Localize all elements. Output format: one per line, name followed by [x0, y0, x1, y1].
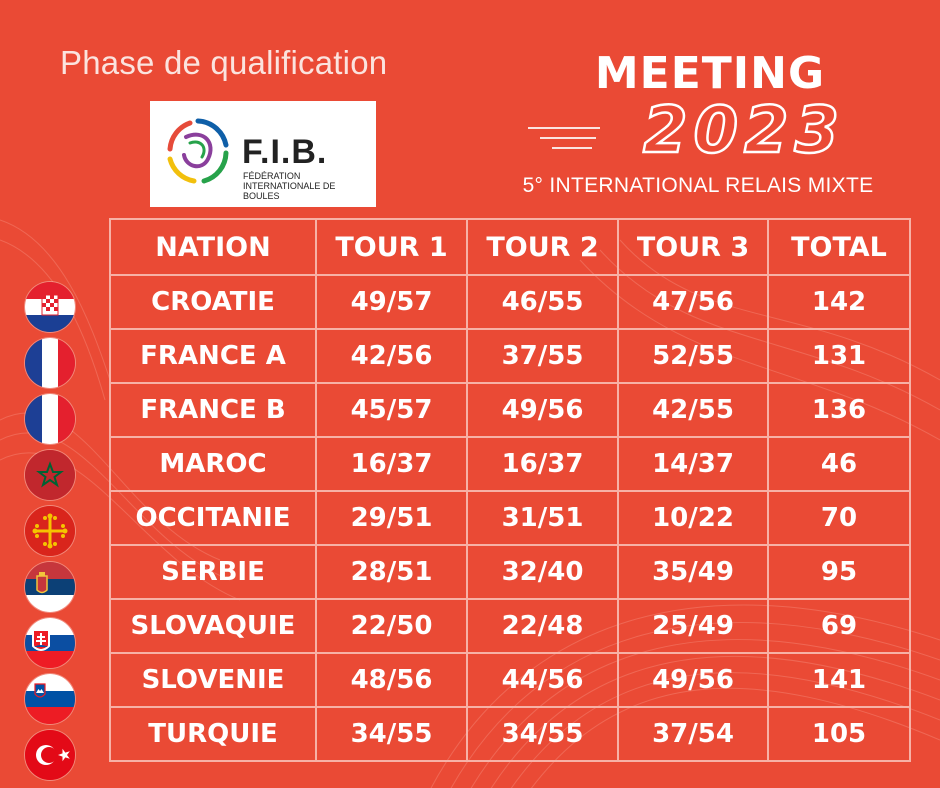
tour2-cell: 46/55	[466, 274, 619, 330]
tour1-cell: 48/56	[315, 652, 468, 708]
table-row: FRANCE B 45/57 49/56 42/55 136	[109, 382, 911, 438]
tour2-cell: 44/56	[466, 652, 619, 708]
tour2-cell: 37/55	[466, 328, 619, 384]
tour2-cell: 32/40	[466, 544, 619, 600]
nation-cell: SLOVAQUIE	[109, 598, 317, 654]
serbia-flag-icon	[25, 562, 75, 612]
nation-cell: FRANCE A	[109, 328, 317, 384]
table-row: SLOVENIE 48/56 44/56 49/56 141	[109, 652, 911, 708]
nation-cell: MAROC	[109, 436, 317, 492]
tour1-cell: 29/51	[315, 490, 468, 546]
tour3-cell: 52/55	[617, 328, 769, 384]
tour2-cell: 16/37	[466, 436, 619, 492]
tour1-cell: 16/37	[315, 436, 468, 492]
tour3-cell: 35/49	[617, 544, 769, 600]
slovenia-flag-icon	[25, 674, 75, 724]
total-cell: 105	[767, 706, 911, 762]
tour3-cell: 47/56	[617, 274, 769, 330]
turkey-flag-icon	[25, 730, 75, 780]
event-subtitle: 5° INTERNATIONAL RELAIS MIXTE	[522, 174, 874, 197]
tour3-cell: 14/37	[617, 436, 769, 492]
slovakia-flag-icon	[25, 618, 75, 668]
table-row: TURQUIE 34/55 34/55 37/54 105	[109, 706, 911, 762]
nation-cell: FRANCE B	[109, 382, 317, 438]
nation-cell: OCCITANIE	[109, 490, 317, 546]
tour2-cell: 31/51	[466, 490, 619, 546]
table-header-row: NATION TOUR 1 TOUR 2 TOUR 3 TOTAL	[109, 218, 911, 276]
tour2-cell: 22/48	[466, 598, 619, 654]
nation-cell: SLOVENIE	[109, 652, 317, 708]
tour3-cell: 10/22	[617, 490, 769, 546]
phase-title: Phase de qualification	[60, 44, 388, 81]
tour1-cell: 28/51	[315, 544, 468, 600]
tour1-cell: 45/57	[315, 382, 468, 438]
year-block: 2023	[524, 93, 894, 170]
total-cell: 131	[767, 328, 911, 384]
tour3-cell: 37/54	[617, 706, 769, 762]
results-table: NATION TOUR 1 TOUR 2 TOUR 3 TOTAL CROATI…	[109, 218, 911, 762]
table-row: FRANCE A 42/56 37/55 52/55 131	[109, 328, 911, 384]
column-header-tour3: TOUR 3	[617, 218, 769, 276]
meeting-title: MEETING	[594, 48, 826, 99]
total-cell: 136	[767, 382, 911, 438]
tour1-cell: 34/55	[315, 706, 468, 762]
occitanie-flag-icon	[25, 506, 75, 556]
total-cell: 69	[767, 598, 911, 654]
table-row: SLOVAQUIE 22/50 22/48 25/49 69	[109, 598, 911, 654]
column-header-total: TOTAL	[767, 218, 911, 276]
tour3-cell: 25/49	[617, 598, 769, 654]
total-cell: 70	[767, 490, 911, 546]
morocco-flag-icon	[25, 450, 75, 500]
tour3-cell: 42/55	[617, 382, 769, 438]
column-header-nation: NATION	[109, 218, 317, 276]
total-cell: 141	[767, 652, 911, 708]
total-cell: 46	[767, 436, 911, 492]
meeting-year: 2023	[642, 93, 846, 170]
logo-abbreviation: F.I.B.	[242, 133, 328, 171]
tour3-cell: 49/56	[617, 652, 769, 708]
fib-logo-icon	[167, 118, 229, 184]
table-row: MAROC 16/37 16/37 14/37 46	[109, 436, 911, 492]
tour1-cell: 22/50	[315, 598, 468, 654]
tour2-cell: 49/56	[466, 382, 619, 438]
total-cell: 142	[767, 274, 911, 330]
logo-organization-name: Fédération Internationale de Boules	[243, 171, 336, 201]
tour2-cell: 34/55	[466, 706, 619, 762]
croatia-flag-icon	[25, 282, 75, 332]
nation-cell: TURQUIE	[109, 706, 317, 762]
table-row: SERBIE 28/51 32/40 35/49 95	[109, 544, 911, 600]
table-row: OCCITANIE 29/51 31/51 10/22 70	[109, 490, 911, 546]
tour1-cell: 49/57	[315, 274, 468, 330]
fib-logo: F.I.B. Fédération Internationale de Boul…	[150, 101, 376, 207]
france-flag-icon	[25, 394, 75, 444]
nation-cell: CROATIE	[109, 274, 317, 330]
column-header-tour2: TOUR 2	[466, 218, 619, 276]
total-cell: 95	[767, 544, 911, 600]
table-row: CROATIE 49/57 46/55 47/56 142	[109, 274, 911, 330]
tour1-cell: 42/56	[315, 328, 468, 384]
nation-cell: SERBIE	[109, 544, 317, 600]
france-flag-icon	[25, 338, 75, 388]
column-header-tour1: TOUR 1	[315, 218, 468, 276]
